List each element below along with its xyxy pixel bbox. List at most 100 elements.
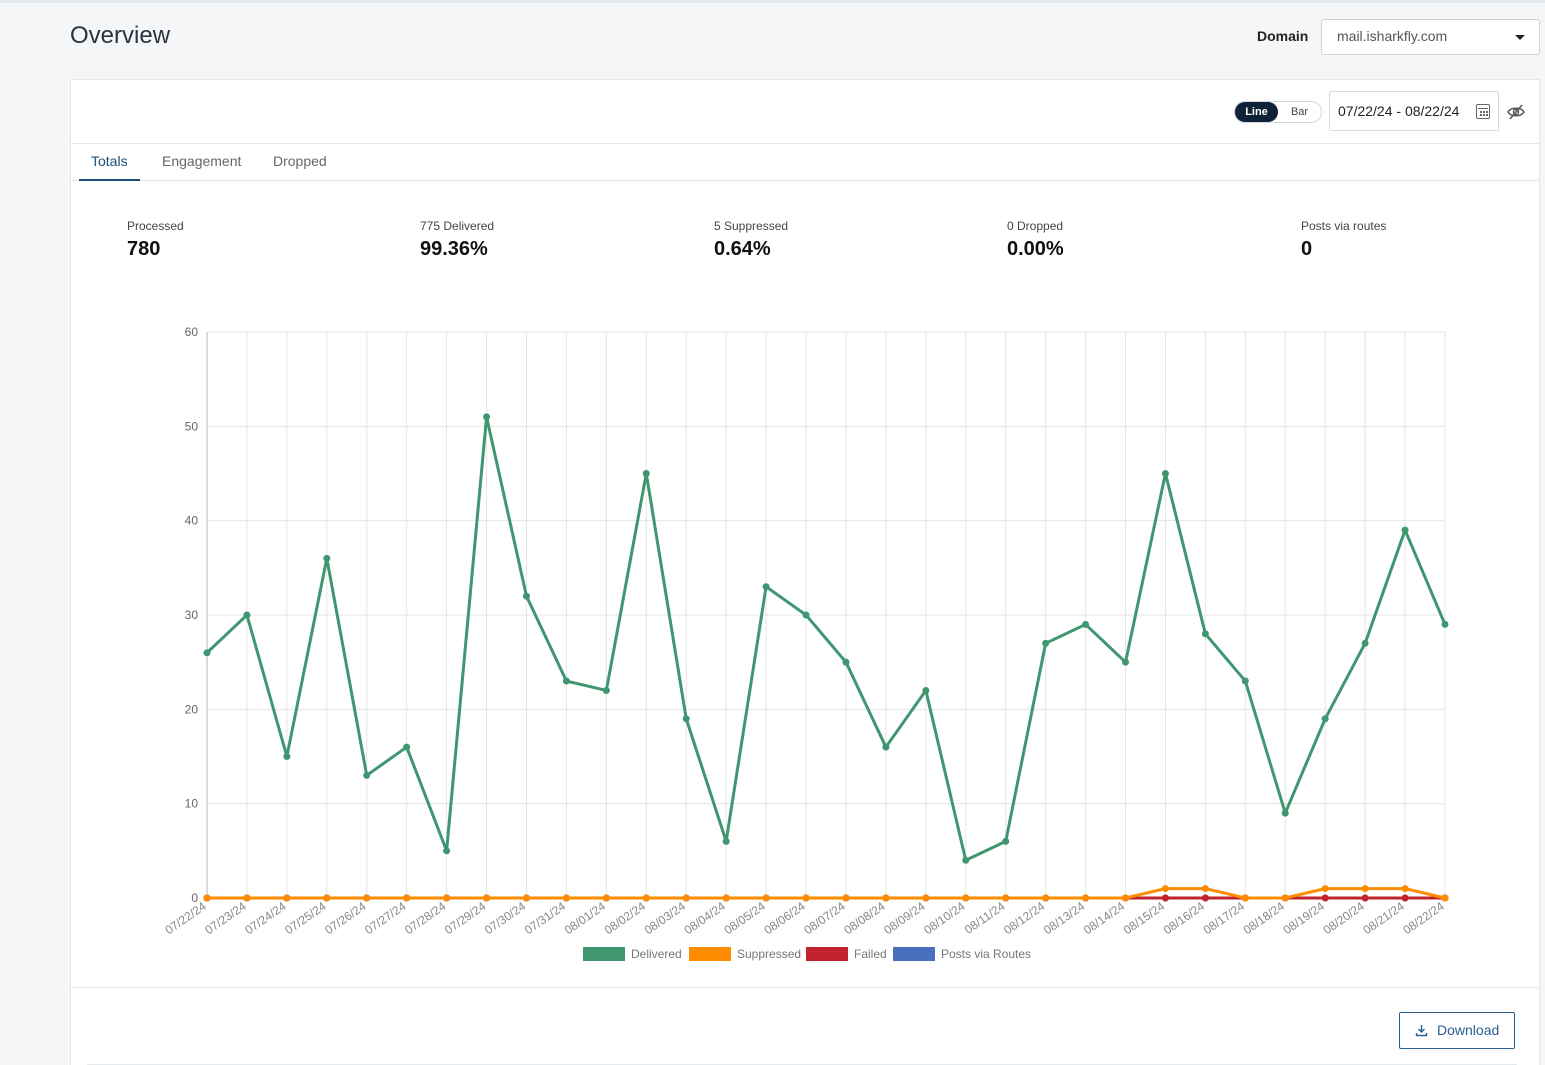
data-point: [1161, 470, 1169, 477]
stat-label: Processed: [127, 219, 184, 233]
legend-label: Posts via Routes: [941, 947, 1031, 961]
y-tick-label: 60: [185, 325, 199, 339]
x-tick-label: 08/10/24: [921, 899, 968, 937]
download-label: Download: [1437, 1022, 1500, 1038]
download-button[interactable]: Download: [1399, 1012, 1515, 1049]
legend-label: Suppressed: [737, 947, 801, 961]
data-point: [1241, 677, 1249, 685]
eye-slash-icon[interactable]: [1507, 104, 1525, 120]
x-tick-label: 08/03/24: [642, 899, 689, 937]
x-tick-label: 07/29/24: [442, 899, 489, 937]
data-point: [802, 894, 810, 902]
stat-delivered: 775 Delivered 99.36%: [420, 219, 494, 261]
date-range-picker[interactable]: 07/22/24 - 08/22/24: [1329, 91, 1499, 131]
domain-select-value: mail.isharkfly.com: [1337, 28, 1448, 44]
legend-label: Delivered: [631, 947, 682, 961]
data-point: [283, 894, 291, 902]
data-point: [323, 554, 331, 562]
x-tick-label: 08/04/24: [682, 899, 729, 937]
data-point: [882, 743, 890, 751]
data-point: [403, 743, 411, 751]
chart-type-toggle[interactable]: Line Bar: [1234, 101, 1322, 123]
data-point: [1201, 885, 1209, 893]
x-tick-label: 07/24/24: [242, 899, 289, 937]
data-point: [1161, 885, 1169, 893]
x-tick-label: 08/20/24: [1321, 899, 1368, 937]
data-point: [762, 894, 770, 902]
x-tick-label: 08/21/24: [1360, 899, 1407, 937]
x-tick-label: 08/07/24: [801, 899, 848, 937]
card-toolbar: Line Bar 07/22/24 - 08/22/24: [71, 80, 1539, 144]
data-point: [1361, 639, 1369, 647]
y-tick-label: 10: [185, 797, 199, 811]
stats-card: Line Bar 07/22/24 - 08/22/24 Totals Enga…: [70, 79, 1540, 1065]
data-point: [1401, 526, 1409, 534]
data-point: [522, 592, 530, 600]
data-point: [802, 611, 810, 619]
data-point: [1401, 894, 1409, 902]
data-point: [682, 894, 690, 902]
x-tick-label: 08/09/24: [881, 899, 928, 937]
data-point: [602, 686, 610, 694]
data-point: [1161, 894, 1169, 902]
data-point: [483, 894, 491, 902]
tab-engagement[interactable]: Engagement: [162, 153, 242, 169]
x-tick-label: 07/26/24: [322, 899, 369, 937]
data-point: [722, 894, 730, 902]
y-tick-label: 50: [185, 419, 199, 433]
data-point: [323, 894, 331, 902]
x-tick-label: 07/23/24: [202, 899, 249, 937]
data-point: [1042, 639, 1050, 647]
stat-value: 0.00%: [1007, 238, 1064, 260]
data-point: [1401, 885, 1409, 893]
tab-totals[interactable]: Totals: [79, 144, 140, 181]
calendar-icon: [1476, 104, 1490, 119]
x-tick-label: 08/19/24: [1281, 899, 1328, 937]
stat-label: Posts via routes: [1301, 219, 1387, 233]
data-point: [1002, 894, 1010, 902]
data-point: [1281, 894, 1289, 902]
caret-down-icon: [1515, 35, 1525, 40]
data-point: [243, 611, 251, 619]
stat-label: 0 Dropped: [1007, 219, 1064, 233]
legend-label: Failed: [854, 947, 887, 961]
legend-swatch: [893, 947, 935, 961]
data-point: [642, 894, 650, 902]
bar-toggle-button[interactable]: Bar: [1290, 106, 1309, 118]
tab-dropped[interactable]: Dropped: [273, 153, 327, 169]
data-point: [443, 847, 451, 855]
stat-value: 780: [127, 238, 161, 260]
data-point: [483, 413, 491, 421]
x-tick-label: 08/02/24: [602, 899, 649, 937]
data-point: [1241, 894, 1249, 902]
data-point: [243, 894, 251, 902]
x-tick-label: 08/08/24: [841, 899, 888, 937]
y-tick-label: 0: [191, 891, 198, 905]
data-point: [443, 894, 451, 902]
data-point: [1002, 837, 1010, 845]
data-point: [842, 658, 850, 666]
data-point: [842, 894, 850, 902]
line-toggle-button[interactable]: Line: [1235, 102, 1278, 122]
data-point: [602, 894, 610, 902]
x-tick-label: 08/18/24: [1241, 899, 1288, 937]
data-point: [722, 837, 730, 845]
x-tick-label: 08/14/24: [1081, 899, 1128, 937]
data-point: [962, 856, 970, 864]
data-point: [1321, 894, 1329, 902]
stat-value: 0: [1301, 238, 1313, 260]
stat-dropped: 0 Dropped 0.00%: [1007, 219, 1064, 261]
data-point: [403, 894, 411, 902]
x-tick-label: 07/25/24: [282, 899, 329, 937]
x-tick-label: 08/15/24: [1121, 899, 1168, 937]
stat-value: 0.64%: [714, 238, 771, 260]
legend-swatch: [806, 947, 848, 961]
data-point: [1361, 894, 1369, 902]
domain-select[interactable]: mail.isharkfly.com: [1321, 19, 1540, 55]
data-point: [562, 894, 570, 902]
data-point: [203, 894, 211, 902]
legend-swatch: [583, 947, 625, 961]
x-tick-label: 07/31/24: [522, 899, 569, 937]
date-range-value: 07/22/24 - 08/22/24: [1338, 103, 1460, 119]
data-point: [762, 583, 770, 591]
